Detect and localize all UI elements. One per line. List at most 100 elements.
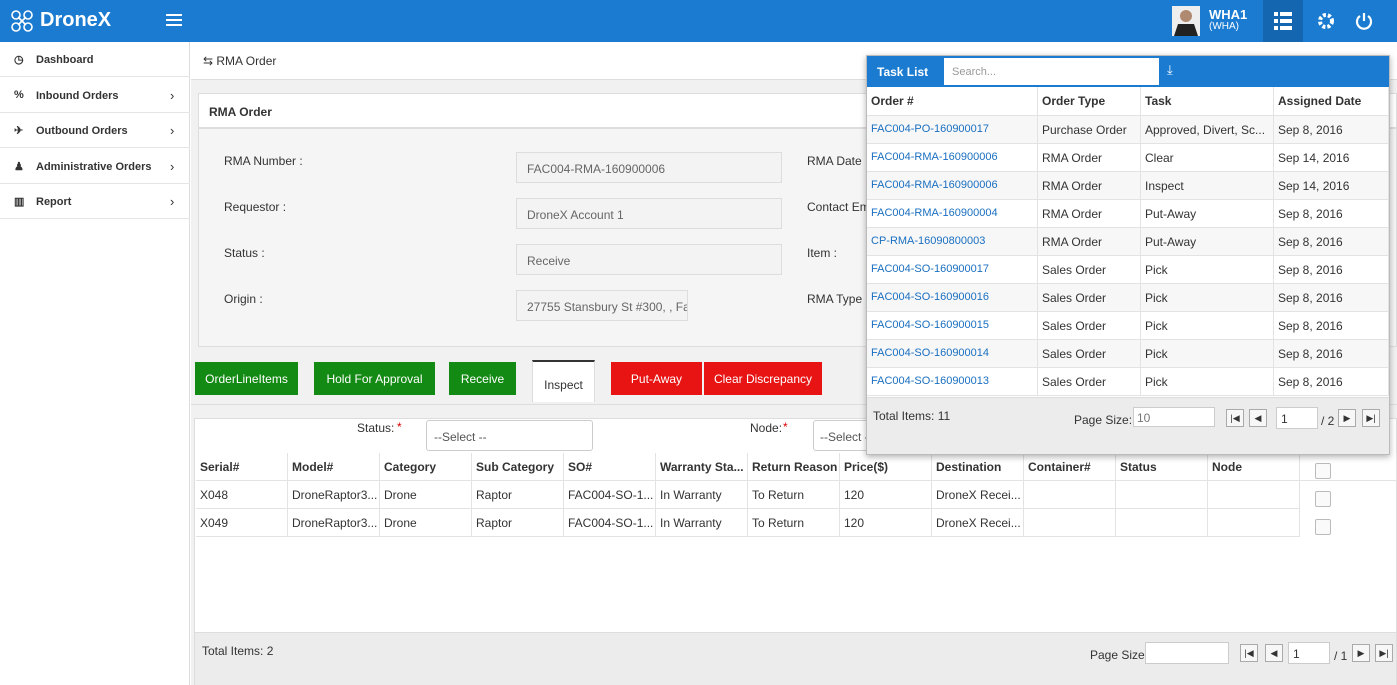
required-mark: * bbox=[397, 420, 402, 434]
task-list-title: Task List bbox=[877, 65, 929, 79]
row-checkbox[interactable] bbox=[1315, 463, 1331, 479]
sidebar-icon: % bbox=[14, 88, 24, 101]
task-cell: Sep 14, 2016 bbox=[1274, 172, 1389, 200]
tab-button[interactable]: Receive bbox=[449, 362, 516, 395]
task-search[interactable]: Search... bbox=[944, 58, 1159, 85]
settings-button[interactable] bbox=[1316, 11, 1336, 31]
sidebar-item[interactable]: % Inbound Orders › bbox=[0, 78, 190, 113]
column-header[interactable]: Task bbox=[1141, 87, 1274, 116]
task-cell: Sep 8, 2016 bbox=[1274, 312, 1389, 340]
task-cell: Pick bbox=[1141, 284, 1274, 312]
order-link[interactable]: FAC004-SO-160900014 bbox=[867, 340, 1038, 368]
pager-button[interactable]: ◀ bbox=[1265, 644, 1283, 662]
logout-button[interactable] bbox=[1355, 11, 1373, 31]
order-link[interactable]: CP-RMA-16090800003 bbox=[867, 228, 1038, 256]
tab-button[interactable]: Put-Away bbox=[611, 362, 702, 395]
grid-cell: DroneX Recei... bbox=[932, 509, 1024, 537]
sidebar-icon: ◷ bbox=[14, 54, 24, 66]
field-label: Origin : bbox=[224, 292, 263, 306]
tab-button[interactable]: Clear Discrepancy bbox=[704, 362, 822, 395]
grid-cell: 120 bbox=[840, 481, 932, 509]
grid-cell bbox=[1116, 481, 1208, 509]
pager-button[interactable]: ▶| bbox=[1375, 644, 1393, 662]
pager-button[interactable]: ▶ bbox=[1352, 644, 1370, 662]
tab-button[interactable]: OrderLineItems bbox=[195, 362, 298, 395]
status-select[interactable]: --Select -- bbox=[426, 420, 593, 451]
task-list-header: Task List Search... ⤓ bbox=[867, 56, 1389, 87]
column-header[interactable]: Status bbox=[1116, 453, 1208, 481]
avatar[interactable] bbox=[1172, 6, 1200, 36]
pager-button[interactable]: ▶ bbox=[1338, 409, 1356, 427]
filter-label: Node: bbox=[750, 421, 783, 435]
column-header[interactable]: Node bbox=[1208, 453, 1300, 481]
pager-button[interactable]: ▶| bbox=[1362, 409, 1380, 427]
column-header[interactable]: Serial# bbox=[196, 453, 288, 481]
column-header[interactable]: Container# bbox=[1024, 453, 1116, 481]
sidebar-label: Dashboard bbox=[36, 54, 94, 66]
page-size-select[interactable] bbox=[1145, 642, 1229, 664]
total-items: Total Items: 11 bbox=[873, 409, 951, 423]
column-header[interactable]: Category bbox=[380, 453, 472, 481]
column-header[interactable]: Price($) bbox=[840, 453, 932, 481]
field-input: 27755 Stansbury St #300, , Fa bbox=[516, 290, 688, 321]
field-label: Status : bbox=[224, 246, 265, 260]
menu-toggle[interactable] bbox=[166, 13, 182, 27]
page-size-select[interactable]: 10 bbox=[1133, 407, 1215, 427]
pager-button[interactable]: |◀ bbox=[1240, 644, 1258, 662]
order-link[interactable]: FAC004-SO-160900015 bbox=[867, 312, 1038, 340]
column-header[interactable]: SO# bbox=[564, 453, 656, 481]
row-checkbox[interactable] bbox=[1315, 491, 1331, 507]
page-input[interactable]: 1 bbox=[1276, 407, 1318, 429]
order-link[interactable]: FAC004-SO-160900016 bbox=[867, 284, 1038, 312]
order-link[interactable]: FAC004-RMA-160900006 bbox=[867, 172, 1038, 200]
download-button[interactable]: ⤓ bbox=[1167, 62, 1173, 77]
column-header[interactable]: Order # bbox=[867, 87, 1038, 116]
row-checkbox[interactable] bbox=[1315, 519, 1331, 535]
field-label: Contact Em bbox=[807, 200, 870, 214]
order-link[interactable]: FAC004-PO-160900017 bbox=[867, 116, 1038, 144]
page-input[interactable]: 1 bbox=[1288, 642, 1330, 664]
column-header[interactable]: Model# bbox=[288, 453, 380, 481]
tab-button[interactable]: Hold For Approval bbox=[314, 362, 435, 395]
order-link[interactable]: FAC004-SO-160900013 bbox=[867, 368, 1038, 396]
order-link[interactable]: FAC004-SO-160900017 bbox=[867, 256, 1038, 284]
required-mark: * bbox=[783, 420, 788, 434]
grid-cell: Raptor bbox=[472, 509, 564, 537]
column-header[interactable]: Destination bbox=[932, 453, 1024, 481]
field-label: Item : bbox=[807, 246, 838, 260]
grid-footer: Total Items: 2 Page Size: |◀ ◀ 1 / 1 ▶ ▶| bbox=[195, 632, 1396, 685]
field-label: RMA Number : bbox=[224, 154, 303, 168]
tab-active[interactable]: Inspect bbox=[532, 360, 595, 402]
chevron: › bbox=[170, 123, 175, 138]
column-header[interactable]: Order Type bbox=[1038, 87, 1141, 116]
column-header[interactable]: Sub Category bbox=[472, 453, 564, 481]
order-link[interactable]: FAC004-RMA-160900006 bbox=[867, 144, 1038, 172]
chevron: › bbox=[170, 87, 175, 103]
order-link[interactable]: FAC004-RMA-160900004 bbox=[867, 200, 1038, 228]
task-cell: Clear bbox=[1141, 144, 1274, 172]
sidebar: ◷ Dashboard % Inbound Orders › ✈ Outbound Orde… bbox=[0, 42, 190, 685]
grid-cell: Drone bbox=[380, 481, 472, 509]
sidebar-item[interactable]: ♟ Administrative Orders › bbox=[0, 149, 190, 184]
task-cell: Sep 8, 2016 bbox=[1274, 256, 1389, 284]
grid-cell: X049 bbox=[196, 509, 288, 537]
breadcrumb-text: RMA Order bbox=[216, 54, 277, 68]
chevron: › bbox=[170, 194, 175, 209]
line-items-grid: Status: * --Select -- Node: * --Select - Seria… bbox=[194, 418, 1397, 685]
task-cell: Sales Order bbox=[1038, 340, 1141, 368]
column-header[interactable]: Warranty Sta... bbox=[656, 453, 748, 481]
field-label: RMA Type : bbox=[807, 292, 869, 306]
task-cell: Sep 8, 2016 bbox=[1274, 228, 1389, 256]
column-header[interactable]: Return Reason bbox=[748, 453, 840, 481]
pager-button[interactable]: |◀ bbox=[1226, 409, 1244, 427]
grid-cell: In Warranty bbox=[656, 509, 748, 537]
sidebar-item[interactable]: ▥ Report › bbox=[0, 184, 190, 219]
sidebar-item[interactable]: ✈ Outbound Orders › bbox=[0, 113, 190, 148]
task-cell: Sep 8, 2016 bbox=[1274, 200, 1389, 228]
task-list-button[interactable] bbox=[1263, 0, 1303, 42]
pager-button[interactable]: ◀ bbox=[1249, 409, 1267, 427]
sidebar-item[interactable]: ◷ Dashboard bbox=[0, 42, 190, 77]
column-header[interactable]: Assigned Date bbox=[1274, 87, 1389, 116]
field-input: Receive bbox=[516, 244, 782, 275]
sidebar-label: Administrative Orders bbox=[36, 160, 152, 173]
